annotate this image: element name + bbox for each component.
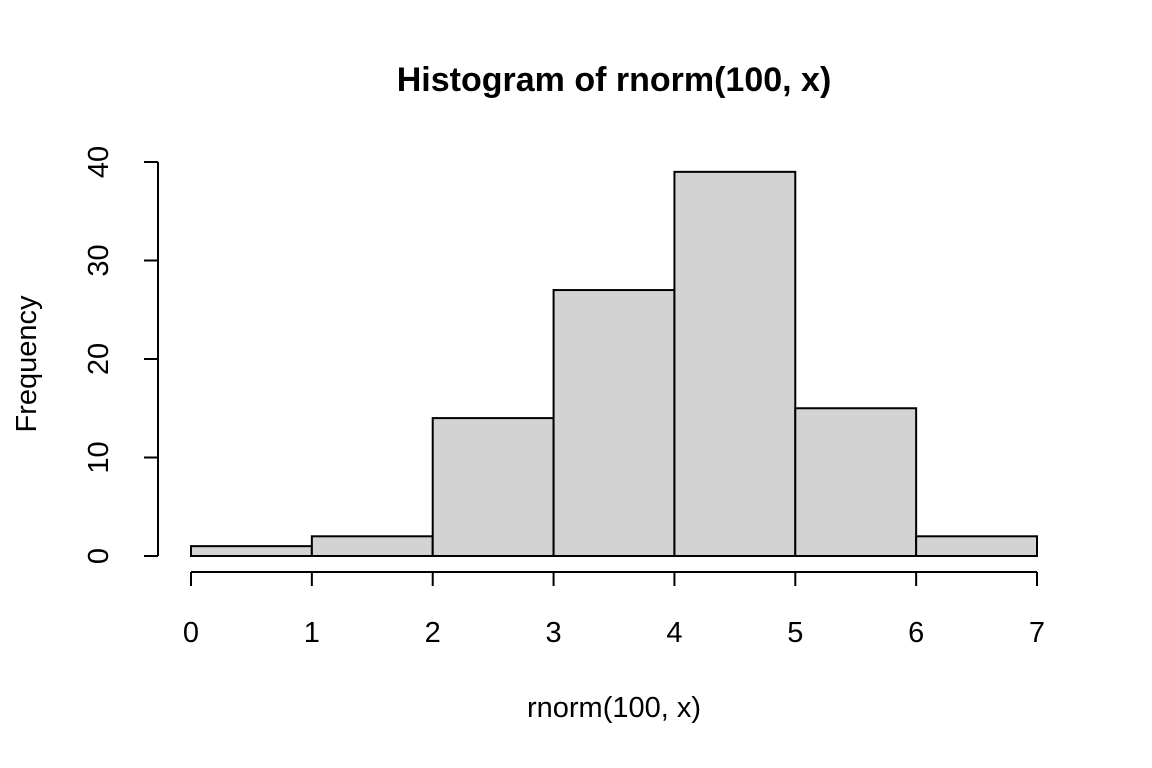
y-axis: 0 10 20 30 40 — [83, 146, 159, 564]
x-tick-label-3: 3 — [546, 617, 562, 649]
histogram-bar-5-6 — [794, 407, 918, 557]
x-tick-label-2: 2 — [425, 617, 441, 649]
histogram-bar-3-4 — [552, 289, 676, 557]
x-tick-label-5: 5 — [787, 617, 803, 649]
y-tick-label-30: 30 — [83, 244, 115, 276]
histogram-bar-2-3 — [431, 417, 555, 557]
histogram-bar-4-5 — [673, 170, 797, 557]
y-tick-label-0: 0 — [83, 548, 115, 564]
y-tick-label-40: 40 — [83, 146, 115, 178]
x-tick-label-7: 7 — [1029, 617, 1045, 649]
x-axis: 0 1 2 3 4 5 6 7 — [183, 571, 1045, 649]
x-tick-label-1: 1 — [304, 617, 320, 649]
x-axis-label: rnorm(100, x) — [527, 692, 701, 724]
bars-group — [190, 170, 1039, 558]
histogram-bar-0-1 — [190, 545, 313, 558]
y-tick-label-10: 10 — [83, 441, 115, 473]
x-tick-label-0: 0 — [183, 617, 199, 649]
x-tick-label-6: 6 — [908, 617, 924, 649]
histogram-bar-1-2 — [310, 535, 434, 557]
histogram-bar-6-7 — [915, 535, 1039, 557]
chart-title: Histogram of rnorm(100, x) — [397, 61, 832, 99]
y-axis-label: Frequency — [11, 295, 43, 433]
y-tick-label-20: 20 — [83, 343, 115, 375]
x-tick-label-4: 4 — [666, 617, 682, 649]
